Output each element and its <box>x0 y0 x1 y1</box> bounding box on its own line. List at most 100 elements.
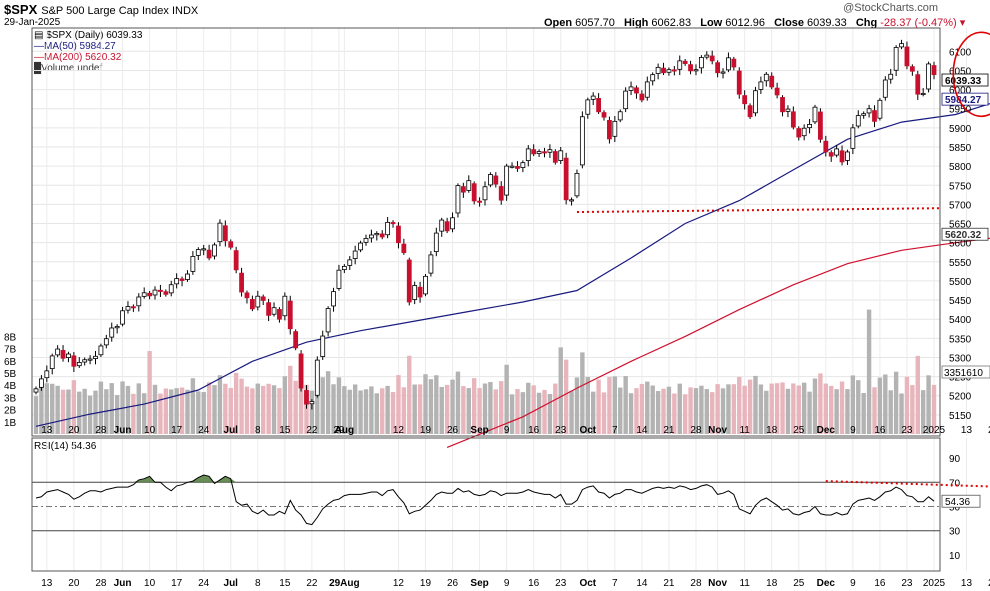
volume-bar <box>536 392 542 434</box>
candle-body <box>920 93 926 96</box>
ma50-price-tag <box>941 92 989 106</box>
volume-bar <box>753 375 758 434</box>
volume-bar <box>82 388 87 434</box>
rsi-divergence-line <box>825 480 990 488</box>
candle-body <box>563 157 569 201</box>
volume-bar <box>742 385 747 434</box>
volume-tick-label: 8B <box>4 332 17 343</box>
volume-bar <box>385 385 390 434</box>
candle-body <box>742 95 748 105</box>
candle-body <box>379 233 385 238</box>
candle-body <box>569 199 574 202</box>
x-tick-label: 28 <box>95 425 107 436</box>
volume-bar <box>179 387 185 434</box>
candle-body <box>255 295 261 308</box>
price-tick-label: 5400 <box>949 315 972 326</box>
candle-body <box>531 149 537 155</box>
volume-bar <box>482 383 488 434</box>
volume-bar <box>271 385 277 434</box>
candle-body <box>542 151 547 154</box>
volume-bar <box>450 379 455 434</box>
ma50-price-tag-text: 5984.27 <box>945 95 982 106</box>
rsi-x-tick-label: 9 <box>504 578 510 589</box>
volume-bar <box>542 389 547 434</box>
x-tick-label: 15 <box>279 425 291 436</box>
candle-body <box>780 97 785 113</box>
volume-bar <box>580 352 585 434</box>
x-tick-label: 14 <box>636 425 648 436</box>
candle-body <box>98 345 104 356</box>
candle-body <box>817 111 823 140</box>
volume-bar <box>920 390 926 434</box>
volume-bar <box>250 388 255 434</box>
candle-body <box>325 308 331 333</box>
volume-bar <box>77 391 82 434</box>
candle-body <box>493 175 499 185</box>
volume-bar <box>493 389 499 434</box>
candle-body <box>201 248 207 251</box>
candle-body <box>471 183 477 202</box>
candle-body <box>455 185 461 214</box>
volume-bar <box>596 379 601 434</box>
candle-body <box>893 47 899 71</box>
candle-body <box>277 309 282 320</box>
volume-bar <box>298 362 304 434</box>
candle-body <box>55 348 61 356</box>
candle-body <box>671 69 677 72</box>
volume-bar <box>363 389 369 434</box>
volume-bar <box>185 389 190 434</box>
volume-bar <box>141 393 147 434</box>
candle-body <box>428 254 434 274</box>
volume-bar <box>699 385 704 434</box>
x-tick-label: 18 <box>766 425 778 436</box>
candle-body <box>363 238 369 243</box>
volume-bar <box>407 355 412 434</box>
rsi-line <box>35 474 935 526</box>
volume-bar <box>926 375 931 434</box>
rsi-value-tag <box>941 494 981 508</box>
candle-body <box>249 299 255 310</box>
volume-bar <box>466 388 471 434</box>
volume-bar <box>174 388 179 434</box>
volume-bar <box>893 371 899 434</box>
volume-tick-label: 2B <box>4 406 17 417</box>
price-panel-frame <box>31 27 941 437</box>
volume-bar <box>223 383 228 434</box>
volume-bar <box>861 392 866 434</box>
candle-body <box>753 90 758 114</box>
x-tick-label: 17 <box>171 425 183 436</box>
volume-bar <box>547 394 553 434</box>
x-tick-label: Dec <box>817 425 836 436</box>
volume-bar <box>380 388 385 434</box>
candle-body <box>136 296 142 307</box>
candle-body <box>304 390 309 405</box>
x-tick-label: 21 <box>663 425 675 436</box>
candle-body <box>282 295 288 317</box>
volume-bar <box>169 389 174 434</box>
candle-body <box>590 95 596 100</box>
x-tick-label: 7 <box>612 425 618 436</box>
candle-body <box>607 120 612 140</box>
x-tick-label: Oct <box>579 425 596 436</box>
candle-body <box>731 58 737 68</box>
volume-bar <box>780 382 785 434</box>
candle-body <box>71 355 77 367</box>
candle-body <box>147 292 153 297</box>
candle-body <box>406 259 412 303</box>
candle-body <box>60 350 66 359</box>
candle-body <box>509 165 515 168</box>
candle-body <box>39 378 44 388</box>
volume-bar <box>726 384 731 434</box>
candle-body <box>504 165 510 196</box>
candle-body <box>460 186 466 193</box>
volume-bar <box>666 386 672 434</box>
volume-bar <box>66 389 71 434</box>
candle-body <box>677 60 683 70</box>
x-tick-label: 9 <box>504 425 510 436</box>
volume-bar <box>87 395 93 434</box>
candle-body <box>320 335 326 357</box>
candle-body <box>82 359 88 363</box>
candle-body <box>698 57 704 69</box>
candle-body <box>87 358 93 361</box>
volume-bar <box>336 377 342 434</box>
